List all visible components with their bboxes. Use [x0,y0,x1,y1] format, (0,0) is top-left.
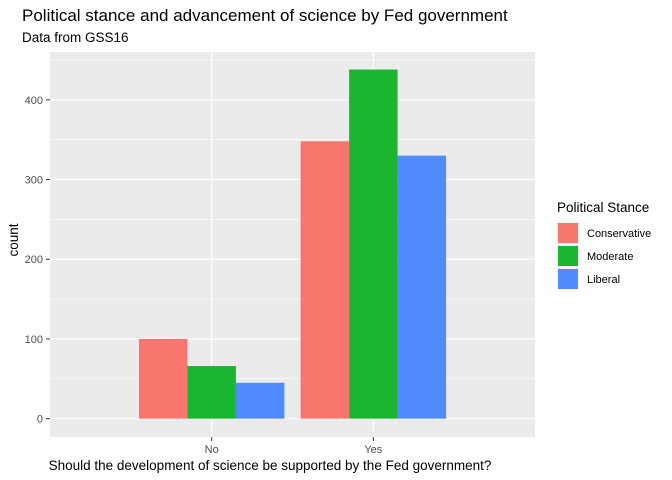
legend-swatch-conservative [558,223,578,243]
bars [138,69,447,419]
y-tick-label: 200 [25,254,43,266]
y-tick-label: 400 [25,95,43,107]
y-tick-label: 300 [25,175,43,187]
legend-label-liberal: Liberal [587,274,620,286]
bar-no-moderate [187,366,236,419]
bar-yes-conservative [300,141,350,419]
y-tick-label: 0 [37,414,43,426]
legend-swatch-liberal [558,269,578,289]
bar-yes-liberal [397,155,447,419]
x-axis-title: Should the development of science be sup… [49,458,492,473]
bar-yes-moderate [349,69,398,419]
plot-panel [50,52,535,437]
y-tick-label: 100 [25,334,43,346]
legend-swatch-moderate [558,246,578,266]
legend: Political Stance Conservative Moderate Lib… [557,200,651,290]
chart-title: Political stance and advancement of scie… [22,6,508,25]
x-tick-label: No [205,444,219,456]
chart-subtitle: Data from GSS16 [22,30,129,45]
bar-no-liberal [235,382,285,419]
x-tick-label: Yes [364,444,382,456]
y-axis: 0 100 200 300 400 [25,95,50,426]
legend-label-moderate: Moderate [587,251,633,263]
legend-title: Political Stance [557,200,649,215]
x-axis: No Yes [205,437,383,456]
legend-label-conservative: Conservative [587,228,651,240]
bar-no-conservative [138,338,188,419]
y-axis-title: count [6,223,21,256]
minor-gridlines [50,59,535,380]
